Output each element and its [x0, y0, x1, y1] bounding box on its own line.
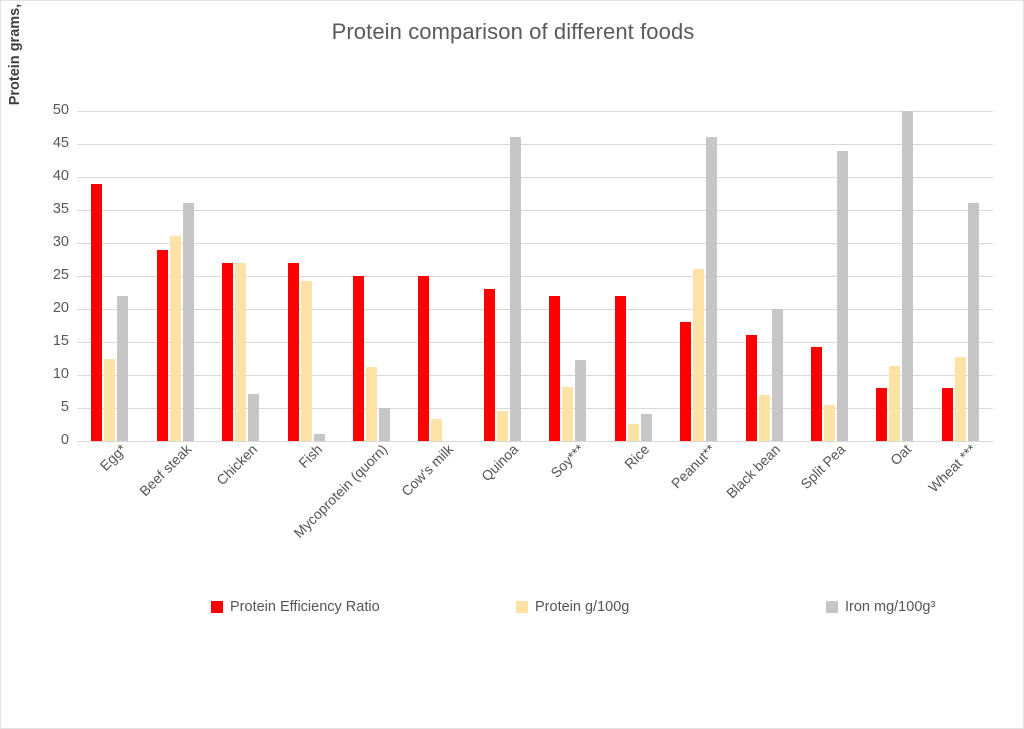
gridline: [77, 243, 993, 244]
bar: [758, 394, 770, 441]
bar: [169, 236, 181, 441]
y-tick-label: 50: [52, 102, 69, 118]
bar: [418, 276, 430, 441]
bar: [352, 276, 364, 441]
bar: [836, 150, 848, 441]
y-tick-label: 35: [52, 201, 69, 217]
y-axis-tick-labels: 50 45 40 35 30 25 20 15 10 5 0: [25, 102, 69, 448]
y-tick-label: 15: [52, 333, 69, 349]
bar-group: [91, 111, 129, 441]
bar: [117, 295, 129, 441]
chart-title: Protein comparison of different foods: [331, 19, 695, 44]
bar: [575, 360, 587, 441]
bar: [91, 183, 103, 441]
bar: [640, 413, 652, 441]
bar: [496, 410, 508, 441]
y-tick-label: 25: [52, 267, 69, 283]
bar: [693, 269, 705, 441]
bar: [300, 281, 312, 441]
y-tick-label: 30: [52, 234, 69, 250]
bar: [876, 388, 888, 441]
y-tick-label: 5: [60, 399, 69, 415]
legend-label: Protein g/100g: [535, 599, 630, 615]
bar: [182, 203, 194, 441]
bar: [706, 137, 718, 441]
bar: [941, 388, 953, 441]
bar: [902, 111, 914, 441]
bar-group: [483, 111, 521, 441]
gridline: [77, 441, 993, 442]
gridline: [77, 309, 993, 310]
bar-group: [418, 111, 455, 441]
bar: [810, 347, 822, 441]
bar: [627, 423, 639, 441]
bar-group: [287, 111, 325, 441]
legend-item[interactable]: Protein Efficiency Ratio: [211, 599, 380, 615]
gridline: [77, 342, 993, 343]
bar-group: [745, 111, 783, 441]
y-tick-label: 40: [52, 168, 69, 184]
gridline: [77, 144, 993, 145]
bar: [562, 386, 574, 441]
bar: [313, 434, 325, 441]
x-axis-category-labels: Egg* Beef steak Chicken Fish Mycoprotein (qu…: [77, 441, 993, 561]
bar: [967, 203, 979, 441]
bar: [222, 262, 234, 441]
bar: [614, 295, 626, 441]
legend-label: Iron mg/100g³: [845, 599, 936, 615]
legend-item[interactable]: Iron mg/100g³: [826, 599, 935, 615]
bar: [431, 418, 443, 441]
gridline: [77, 111, 993, 112]
bar-group: [222, 111, 260, 441]
y-tick-label: 45: [52, 135, 69, 151]
bar: [378, 408, 390, 441]
bar: [549, 295, 561, 441]
bar-group: [352, 111, 390, 441]
bar-group: [614, 111, 652, 441]
legend-item[interactable]: Protein g/100g: [516, 599, 629, 615]
bar: [235, 262, 247, 441]
y-axis-title: Protein grams, PER*10 and 1/th mg: [7, 1, 27, 144]
gridline: [77, 408, 993, 409]
bar-group: [876, 111, 914, 441]
bar: [771, 309, 783, 441]
bar: [680, 322, 692, 441]
legend-label: Protein Efficiency Ratio: [230, 599, 380, 615]
gridline: [77, 276, 993, 277]
bar-group: [941, 111, 979, 441]
bar-group: [156, 111, 194, 441]
bar: [745, 335, 757, 441]
bar-group: [810, 111, 848, 441]
plot-area: [77, 111, 993, 442]
bar-group: [549, 111, 587, 441]
chart-legend: Protein Efficiency Ratio Protein g/100g Ir…: [151, 599, 935, 629]
y-tick-label: 20: [52, 300, 69, 316]
gridline: [77, 375, 993, 376]
legend-swatch-icon: [211, 601, 223, 613]
bar: [954, 357, 966, 441]
gridline: [77, 177, 993, 178]
bar: [365, 367, 377, 441]
gridline: [77, 210, 993, 211]
y-tick-label: 0: [60, 432, 69, 448]
legend-swatch-icon: [826, 601, 838, 613]
bars-layer: [77, 111, 993, 441]
y-tick-label: 10: [52, 366, 69, 382]
bar: [483, 289, 495, 441]
bar-group: [680, 111, 718, 441]
bar: [104, 358, 116, 441]
legend-swatch-icon: [516, 601, 528, 613]
bar: [823, 404, 835, 441]
bar: [248, 394, 260, 441]
bar: [287, 262, 299, 441]
bar: [156, 249, 168, 441]
bar: [889, 366, 901, 441]
bar: [509, 137, 521, 441]
